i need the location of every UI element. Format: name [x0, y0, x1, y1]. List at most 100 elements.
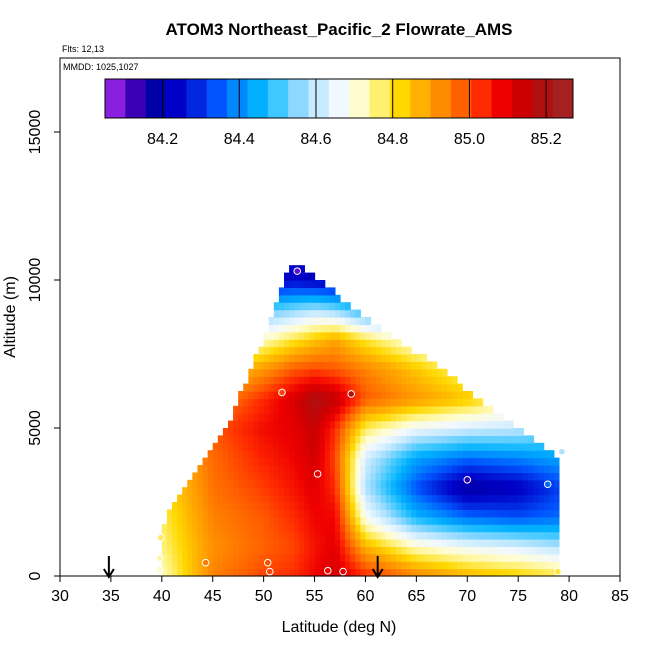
- heatmap-cell: [370, 561, 377, 570]
- heatmap-cell: [329, 383, 336, 392]
- heatmap-cell: [497, 553, 504, 562]
- heatmap-cell: [528, 472, 535, 481]
- heatmap-cell: [345, 398, 351, 407]
- heatmap-cell: [273, 428, 280, 436]
- heatmap-cell: [238, 509, 244, 518]
- heatmap-cell: [538, 539, 545, 547]
- heatmap-cell: [187, 546, 193, 555]
- heatmap-cell: [258, 546, 265, 555]
- heatmap-cell: [390, 502, 397, 510]
- heatmap-cell: [329, 398, 336, 407]
- heatmap-cell: [289, 309, 295, 318]
- heatmap-cell: [355, 383, 361, 392]
- heatmap-cell: [299, 302, 305, 311]
- heatmap-cell: [284, 502, 290, 510]
- heatmap-cell: [314, 553, 321, 562]
- heatmap-cell: [233, 428, 239, 436]
- heatmap-cell: [340, 339, 346, 348]
- heatmap-cell: [329, 302, 336, 311]
- heatmap-cell: [334, 553, 341, 562]
- heatmap-cell: [543, 516, 550, 525]
- heatmap-cell: [487, 479, 494, 488]
- colorbar: 84.2 84.4 84.6 84.8 85.0 85.2: [104, 78, 574, 148]
- heatmap-cell: [324, 531, 331, 540]
- heatmap-cell: [452, 553, 458, 562]
- heatmap-cell: [350, 516, 356, 525]
- heatmap-cell: [406, 487, 412, 496]
- heatmap-cell: [253, 494, 260, 503]
- heatmap-cell: [289, 420, 295, 429]
- heatmap-cell: [370, 531, 377, 540]
- heatmap-cell: [487, 487, 494, 496]
- heatmap-cell: [406, 509, 412, 518]
- heatmap-cell: [492, 531, 499, 540]
- heatmap-cell: [533, 472, 540, 481]
- heatmap-cell: [370, 428, 377, 436]
- heatmap-cell: [401, 368, 407, 377]
- heatmap-cell: [278, 420, 285, 429]
- heatmap-cell: [319, 376, 326, 385]
- heatmap-cell: [289, 398, 295, 407]
- heatmap-cell: [380, 465, 387, 473]
- heatmap-cell: [421, 487, 428, 496]
- heatmap-cell: [329, 405, 336, 414]
- heatmap-cell: [161, 561, 168, 570]
- heatmap-cell: [202, 509, 209, 518]
- heatmap-cell: [360, 524, 367, 533]
- heatmap-cell: [309, 428, 316, 436]
- heatmap-cell: [360, 376, 367, 385]
- heatmap-cell: [513, 494, 519, 503]
- heatmap-cell: [502, 450, 509, 459]
- heatmap-cell: [472, 457, 479, 466]
- heatmap-cell: [487, 531, 494, 540]
- heatmap-cell: [304, 450, 311, 459]
- heatmap-cell: [513, 465, 519, 473]
- heatmap-cell: [309, 502, 316, 510]
- heatmap-cell: [441, 413, 448, 422]
- heatmap-cell: [258, 457, 265, 466]
- heatmap-cell: [177, 546, 183, 555]
- heatmap-cell: [289, 428, 295, 436]
- heatmap-cell: [467, 524, 473, 533]
- colorbar-swatch: [267, 79, 289, 118]
- heatmap-cell: [457, 553, 463, 562]
- heatmap-cell: [253, 487, 260, 496]
- heatmap-cell: [299, 420, 305, 429]
- heatmap-cell: [324, 368, 331, 377]
- heatmap-cell: [263, 472, 270, 481]
- heatmap-cell: [304, 465, 311, 473]
- heatmap-cell: [472, 465, 479, 473]
- heatmap-cell: [462, 420, 468, 429]
- heatmap-cell: [340, 546, 346, 555]
- heatmap-cell: [243, 524, 249, 533]
- heatmap-cell: [538, 561, 545, 570]
- heatmap-cell: [431, 546, 438, 555]
- heatmap-cell: [385, 405, 392, 414]
- heatmap-cell: [538, 457, 545, 466]
- heatmap-cell: [334, 457, 341, 466]
- heatmap-cell: [238, 568, 244, 577]
- heatmap-cell: [492, 435, 499, 444]
- heatmap-cell: [421, 442, 428, 451]
- heatmap-cell: [324, 465, 331, 473]
- heatmap-cell: [248, 561, 255, 570]
- heatmap-cell: [406, 435, 412, 444]
- heatmap-cell: [294, 391, 300, 399]
- heatmap-cell: [289, 383, 295, 392]
- heatmap-cell: [258, 413, 265, 422]
- heatmap-cell: [329, 391, 336, 399]
- heatmap-cell: [238, 398, 244, 407]
- heatmap-cell: [253, 376, 260, 385]
- heatmap-cell: [278, 405, 285, 414]
- heatmap-cell: [350, 509, 356, 518]
- heatmap-cell: [243, 487, 249, 496]
- heatmap-cell: [340, 309, 346, 318]
- heatmap-cell: [217, 450, 224, 459]
- heatmap-cell: [233, 531, 239, 540]
- heatmap-cell: [421, 516, 428, 525]
- heatmap-cell: [294, 383, 300, 392]
- heatmap-cell: [233, 442, 239, 451]
- heatmap-cell: [304, 487, 311, 496]
- heatmap-cell: [528, 450, 535, 459]
- heatmap-cell: [543, 494, 550, 503]
